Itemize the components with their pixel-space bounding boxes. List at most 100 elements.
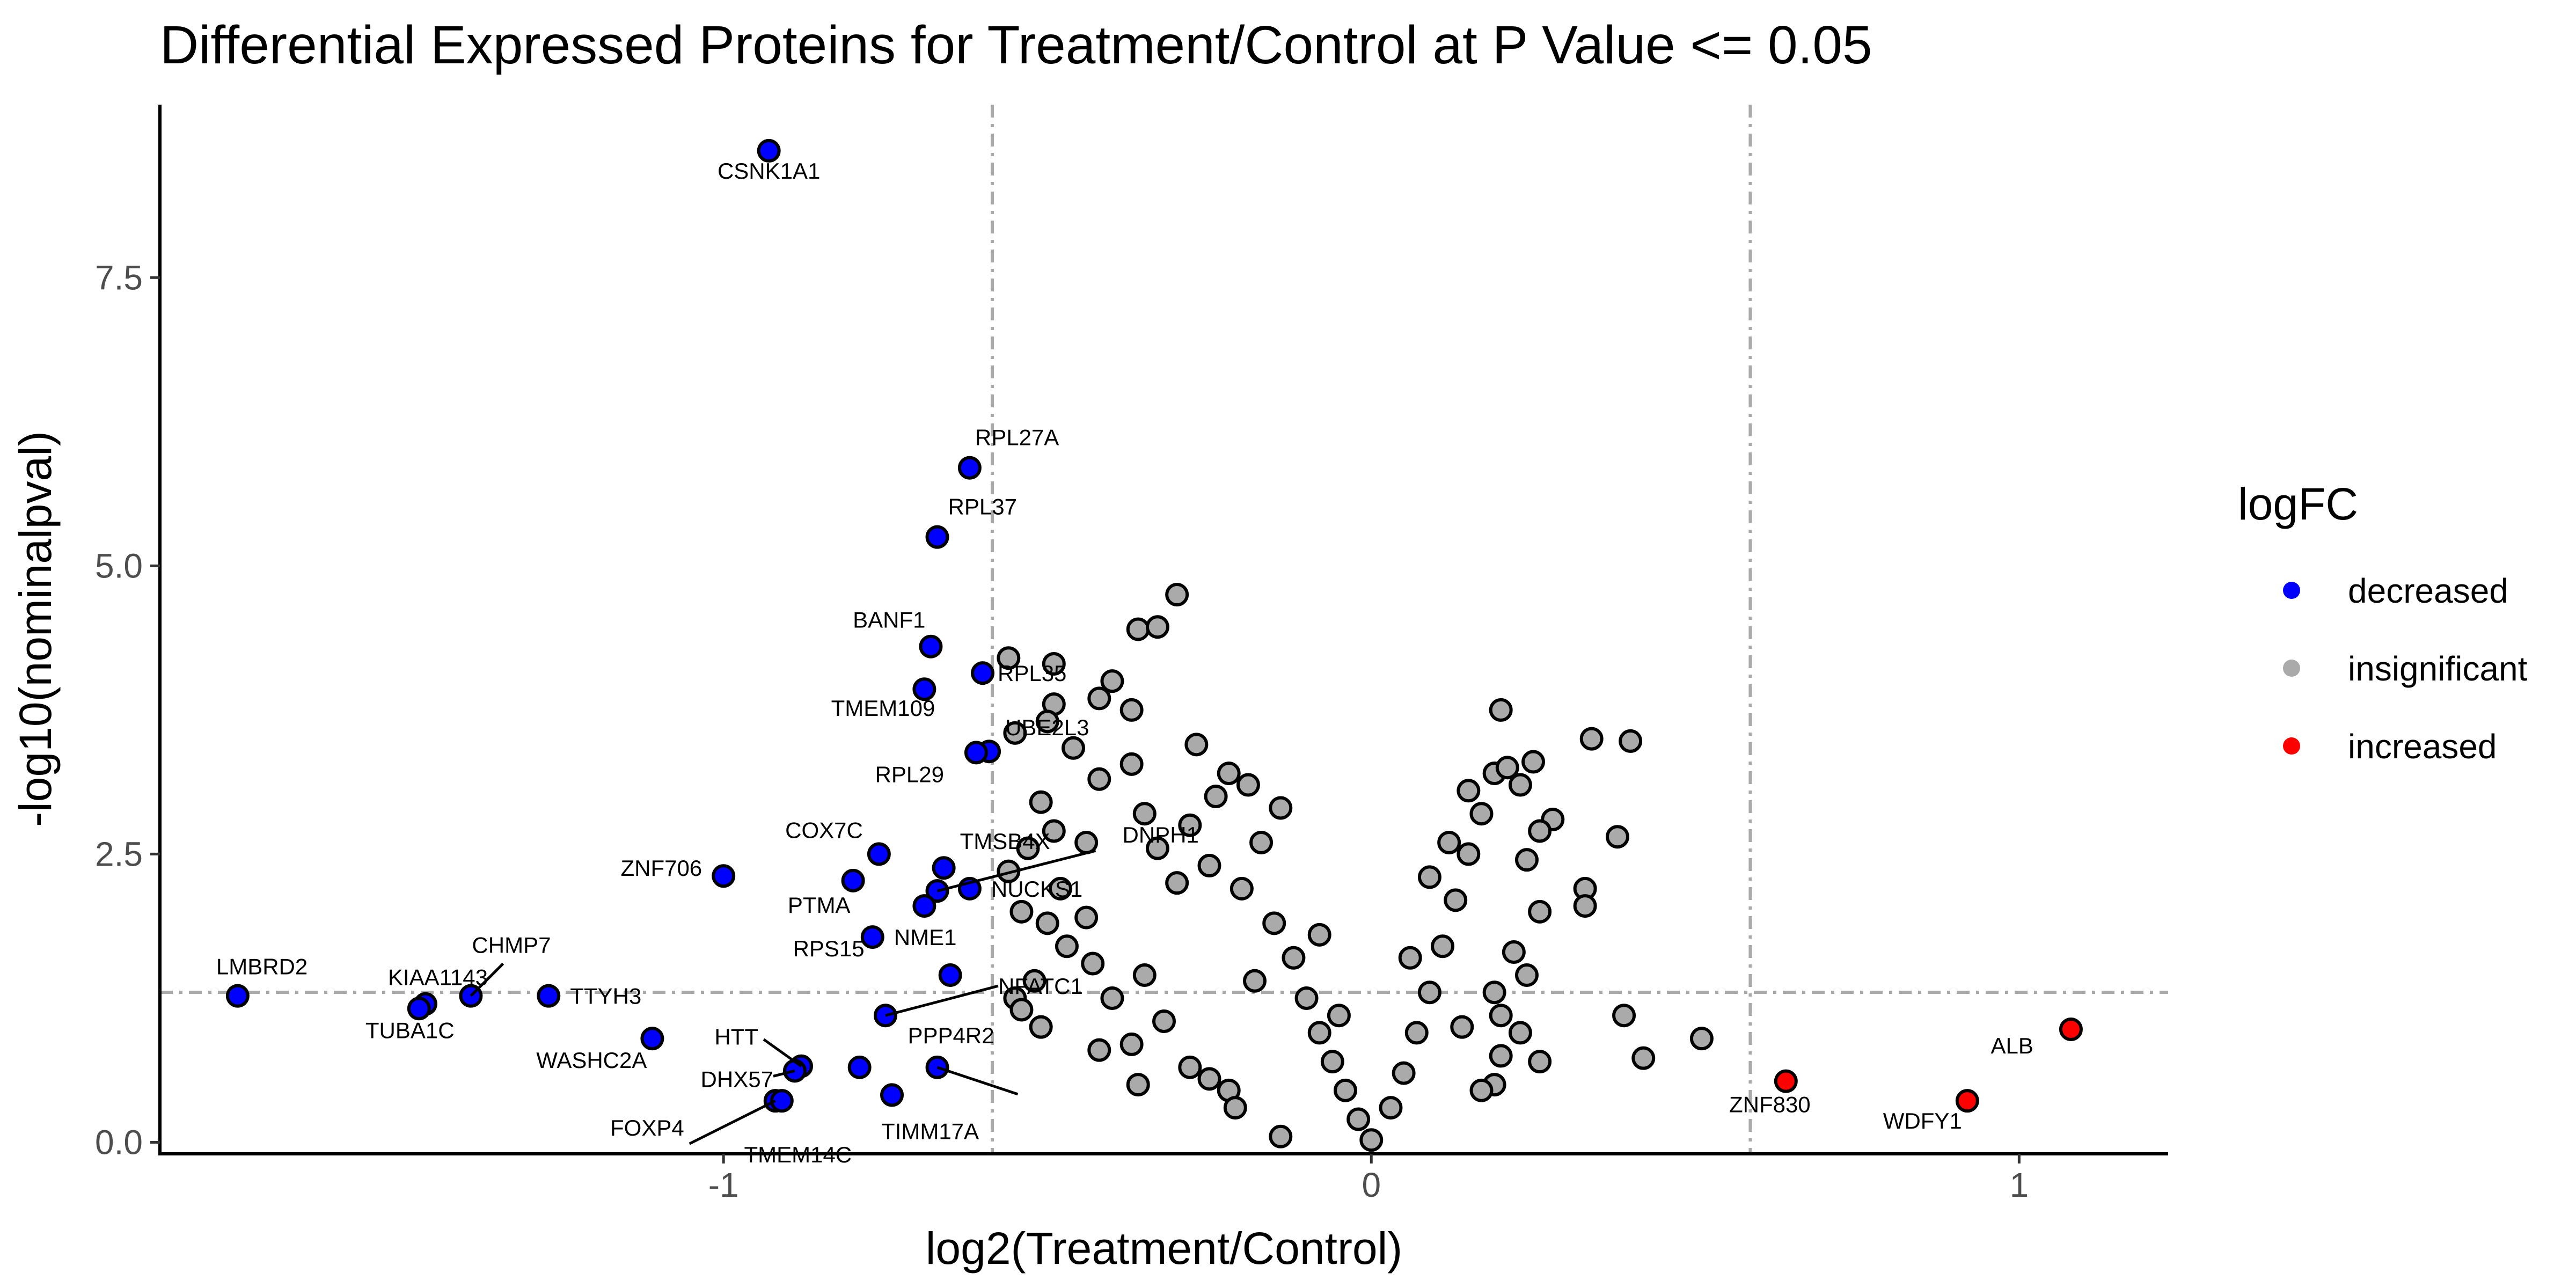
x-axis-title: log2(Treatment/Control) [926, 1223, 1403, 1274]
insignificant-point [1320, 1050, 1344, 1074]
insignificant-point [1100, 669, 1124, 693]
insignificant-point [1132, 963, 1157, 987]
insignificant-point [1204, 785, 1228, 809]
point-label: ZNF706 [620, 855, 702, 881]
decreased-point [757, 138, 781, 163]
increased-point [2059, 1017, 2083, 1041]
increased-point [1955, 1089, 1979, 1113]
insignificant-point [1495, 756, 1519, 780]
insignificant-point [1457, 842, 1481, 866]
decreased-point [971, 661, 995, 685]
decreased-point [932, 856, 956, 880]
insignificant-point [1145, 836, 1169, 860]
insignificant-point [1152, 1009, 1176, 1033]
insignificant-point [1165, 871, 1189, 895]
legend: logFC decreased insignificant increased [2238, 479, 2528, 766]
insignificant-point [1514, 963, 1539, 987]
decreased-point [712, 864, 736, 888]
insignificant-point [1333, 1078, 1357, 1102]
y-tick-label: 2.5 [95, 835, 143, 873]
decreased-point [770, 1089, 794, 1113]
insignificant-point [1223, 1096, 1247, 1120]
decreased-point [964, 741, 988, 765]
insignificant-point [1230, 876, 1254, 901]
point-label: CHMP7 [472, 933, 551, 958]
insignificant-point [1262, 911, 1286, 935]
point-label: RPL27A [975, 425, 1059, 450]
decreased-point [912, 894, 936, 918]
legend-label-decreased: decreased [2348, 572, 2508, 610]
legend-label-insignificant: insignificant [2348, 649, 2528, 688]
point-label: WDFY1 [1883, 1108, 1962, 1133]
insignificant-point [1346, 1107, 1371, 1131]
insignificant-point [1119, 752, 1144, 776]
insignificant-point [1573, 894, 1597, 918]
insignificant-point [1197, 853, 1221, 877]
insignificant-point [1469, 1078, 1494, 1102]
label-leader-line [689, 1099, 776, 1145]
insignificant-point [1100, 986, 1124, 1010]
insignificant-point [1062, 736, 1086, 760]
insignificant-point [1009, 899, 1034, 924]
insignificant-point [1521, 750, 1546, 774]
decreased-point [640, 1027, 664, 1051]
insignificant-point [1003, 721, 1027, 745]
decreased-point [957, 456, 982, 480]
decreased-point [537, 984, 561, 1008]
insignificant-point [997, 646, 1021, 670]
point-label: RPL37 [948, 494, 1017, 519]
point-label: PPP4R2 [908, 1023, 994, 1048]
insignificant-point [1431, 934, 1455, 958]
y-tick-label: 0.0 [95, 1123, 143, 1162]
point-label: DHX57 [701, 1066, 773, 1092]
insignificant-point [1217, 762, 1241, 786]
point-label: CSNK1A1 [718, 158, 820, 184]
insignificant-point [1502, 940, 1526, 964]
insignificant-point [1145, 615, 1169, 639]
y-tick-label: 7.5 [95, 258, 143, 297]
legend-title: logFC [2238, 479, 2358, 529]
insignificant-point [1016, 836, 1040, 860]
insignificant-point [1055, 934, 1079, 958]
point-label: BANF1 [853, 608, 925, 633]
y-axis-title: -log10(nominalpval) [10, 431, 61, 827]
insignificant-point [1126, 617, 1150, 641]
label-leader-line [885, 984, 999, 1017]
insignificant-point [1450, 1015, 1474, 1039]
insignificant-point [1269, 796, 1293, 820]
insignificant-point [1619, 729, 1643, 753]
point-label: NUCKS1 [991, 876, 1082, 902]
y-axis-ticks: 0.0 2.5 5.0 7.5 [95, 258, 160, 1162]
insignificant-point [1029, 1015, 1053, 1039]
insignificant-point [1417, 980, 1441, 1005]
decreased-point [938, 963, 962, 987]
point-label: NFATC1 [998, 974, 1083, 999]
insignificant-point [1269, 1124, 1293, 1148]
legend-key-increased [2283, 737, 2300, 755]
insignificant-point [1048, 876, 1072, 901]
insignificant-point [1035, 911, 1059, 935]
point-label: TMEM109 [831, 696, 935, 721]
point-label: TUBA1C [365, 1018, 455, 1043]
insignificant-point [1249, 830, 1274, 854]
insignificant-point [1605, 825, 1629, 849]
label-leader-line [470, 962, 504, 997]
insignificant-point [1469, 802, 1494, 826]
insignificant-point [1242, 969, 1267, 993]
point-label: UBE2L3 [1005, 715, 1089, 740]
point-label: DNPH1 [1123, 822, 1199, 847]
decreased-point [880, 1083, 904, 1107]
point-label: RPS15 [793, 936, 865, 961]
insignificant-point [1165, 583, 1189, 607]
insignificant-point [1029, 790, 1053, 814]
insignificant-point [1009, 998, 1034, 1022]
insignificant-point [1081, 952, 1105, 976]
legend-label-increased: increased [2348, 727, 2497, 766]
point-label: TMSB4X [960, 829, 1050, 854]
insignificant-point [1457, 779, 1481, 803]
point-label: RPL29 [875, 762, 944, 787]
insignificant-point [1184, 733, 1209, 757]
point-label: TIMM17A [881, 1118, 979, 1144]
decreased-point [919, 634, 943, 658]
